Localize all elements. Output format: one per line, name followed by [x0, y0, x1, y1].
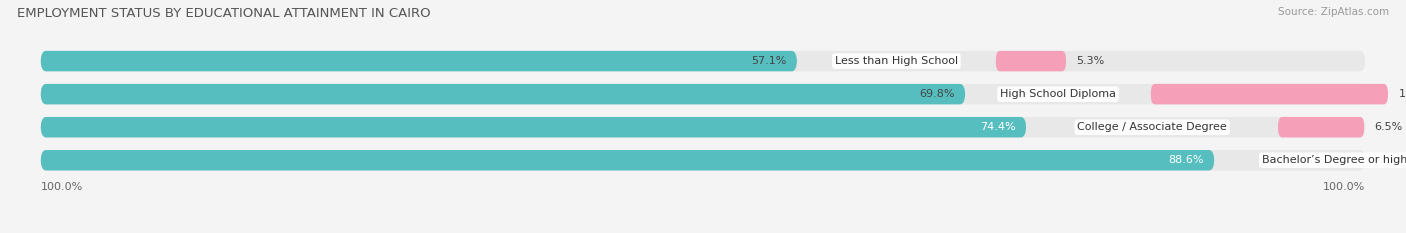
Legend: In Labor Force, Unemployed: In Labor Force, Unemployed: [599, 231, 807, 233]
FancyBboxPatch shape: [1278, 117, 1364, 137]
Text: High School Diploma: High School Diploma: [1000, 89, 1116, 99]
FancyBboxPatch shape: [41, 51, 1365, 71]
FancyBboxPatch shape: [41, 84, 1365, 104]
Text: 69.8%: 69.8%: [920, 89, 955, 99]
FancyBboxPatch shape: [41, 117, 1026, 137]
FancyBboxPatch shape: [41, 51, 797, 71]
Text: 57.1%: 57.1%: [751, 56, 786, 66]
Text: Less than High School: Less than High School: [835, 56, 957, 66]
FancyBboxPatch shape: [41, 150, 1365, 171]
Text: 17.9%: 17.9%: [1399, 89, 1406, 99]
Text: College / Associate Degree: College / Associate Degree: [1077, 122, 1227, 132]
FancyBboxPatch shape: [41, 84, 966, 104]
Text: EMPLOYMENT STATUS BY EDUCATIONAL ATTAINMENT IN CAIRO: EMPLOYMENT STATUS BY EDUCATIONAL ATTAINM…: [17, 7, 430, 20]
Text: 5.3%: 5.3%: [1077, 56, 1105, 66]
Text: 6.5%: 6.5%: [1375, 122, 1403, 132]
Text: Source: ZipAtlas.com: Source: ZipAtlas.com: [1278, 7, 1389, 17]
Text: Bachelor’s Degree or higher: Bachelor’s Degree or higher: [1261, 155, 1406, 165]
Text: 74.4%: 74.4%: [980, 122, 1015, 132]
Text: 100.0%: 100.0%: [1323, 182, 1365, 192]
Text: 100.0%: 100.0%: [41, 182, 83, 192]
FancyBboxPatch shape: [995, 51, 1066, 71]
Text: 88.6%: 88.6%: [1168, 155, 1204, 165]
FancyBboxPatch shape: [41, 117, 1365, 137]
FancyBboxPatch shape: [1152, 84, 1388, 104]
FancyBboxPatch shape: [41, 150, 1215, 171]
